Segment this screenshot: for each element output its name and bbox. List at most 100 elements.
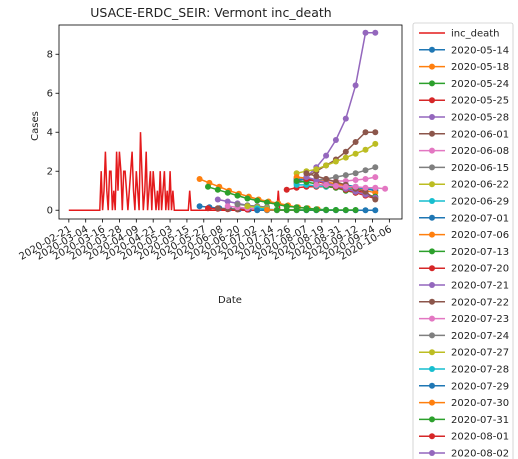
legend: inc_death 2020-05-14 2020-05-18 2020-05-24 2… xyxy=(412,22,514,459)
data-point-2020-07-01 xyxy=(372,207,379,214)
data-point-2020-05-24 xyxy=(254,197,261,204)
data-point-2020-07-24 xyxy=(372,164,379,171)
data-point-2020-07-27 xyxy=(372,140,379,147)
legend-marker-2020-08-02 xyxy=(429,450,435,456)
legend-marker-2020-07-06 xyxy=(429,231,435,238)
data-point-2020-05-14 xyxy=(196,203,203,210)
data-point-2020-07-22 xyxy=(372,129,379,136)
legend-marker-2020-05-28 xyxy=(429,114,435,120)
data-point-2020-07-21 xyxy=(372,29,379,36)
legend-marker-2020-07-27 xyxy=(429,349,435,356)
data-point-2020-07-27 xyxy=(313,166,320,173)
data-point-2020-07-31 xyxy=(293,178,300,184)
data-point-2020-08-03 xyxy=(303,170,310,177)
legend-label-2020-06-08: 2020-06-08 xyxy=(451,146,509,157)
legend-marker-2020-07-13 xyxy=(429,248,435,255)
data-point-2020-08-10 xyxy=(362,184,369,191)
data-point-2020-05-24 xyxy=(205,183,211,190)
data-point-2020-07-21 xyxy=(323,152,330,159)
data-point-2020-06-08 xyxy=(224,203,231,210)
data-point-2020-05-24 xyxy=(244,195,251,202)
legend-label-2020-07-31: 2020-07-31 xyxy=(451,415,509,426)
data-point-2020-06-15 xyxy=(234,201,241,208)
legend-marker-2020-07-23 xyxy=(429,315,435,322)
data-point-2020-08-10 xyxy=(352,183,359,190)
data-point-2020-07-13 xyxy=(352,207,359,213)
data-point-2020-07-22 xyxy=(362,129,369,136)
data-point-2020-05-28 xyxy=(214,196,221,203)
legend-marker-2020-06-08 xyxy=(429,147,435,154)
x-axis-label: Date xyxy=(218,295,242,306)
data-point-2020-07-23 xyxy=(352,177,359,183)
plot-area xyxy=(58,24,403,220)
legend-label-2020-07-30: 2020-07-30 xyxy=(451,398,509,409)
data-point-2020-07-24 xyxy=(352,170,359,177)
legend-label-2020-05-18: 2020-05-18 xyxy=(451,62,509,73)
data-point-2020-05-25 xyxy=(205,205,211,212)
data-point-2020-06-01 xyxy=(214,205,221,212)
data-point-2020-08-10 xyxy=(372,184,379,191)
legend-label-2020-05-24: 2020-05-24 xyxy=(451,79,509,90)
legend-marker-2020-07-30 xyxy=(429,399,435,406)
legend-label-2020-07-21: 2020-07-21 xyxy=(451,281,509,292)
legend-marker-2020-06-22 xyxy=(429,181,435,188)
data-point-2020-05-24 xyxy=(234,192,241,199)
data-point-2020-08-03 xyxy=(323,176,330,182)
legend-label-2020-07-28: 2020-07-28 xyxy=(451,365,509,376)
data-point-2020-07-13 xyxy=(273,207,280,213)
legend-marker-2020-05-24 xyxy=(429,80,435,87)
data-point-2020-07-13 xyxy=(293,207,300,213)
data-point-2020-07-22 xyxy=(342,148,349,155)
legend-label-2020-06-29: 2020-06-29 xyxy=(451,197,509,208)
legend-label-2020-07-23: 2020-07-23 xyxy=(451,314,509,325)
data-point-2020-07-27 xyxy=(362,146,369,153)
y-tick-label: 4 xyxy=(47,128,53,139)
data-point-2020-07-13 xyxy=(283,207,290,213)
legend-label-2020-08-01: 2020-08-01 xyxy=(451,432,509,443)
data-point-2020-07-22 xyxy=(352,139,359,145)
legend-marker-2020-08-01 xyxy=(429,433,435,440)
data-point-2020-07-21 xyxy=(352,82,359,89)
legend-label-2020-06-15: 2020-06-15 xyxy=(451,163,509,174)
data-point-2020-07-23 xyxy=(372,174,379,181)
data-point-2020-08-10 xyxy=(332,182,339,189)
y-tick-label: 2 xyxy=(47,167,53,178)
series-group xyxy=(68,29,389,214)
data-point-2020-07-27 xyxy=(332,158,339,165)
y-axis-ticks: 0 2 4 6 8 xyxy=(47,50,59,217)
y-tick-label: 8 xyxy=(47,50,53,61)
data-point-2020-07-13 xyxy=(313,207,320,213)
legend-marker-2020-07-01 xyxy=(429,214,435,221)
data-point-2020-05-24 xyxy=(214,186,221,193)
y-tick-label: 6 xyxy=(47,89,53,100)
data-point-2020-05-24 xyxy=(273,201,280,208)
series-line-inc-death xyxy=(68,132,297,211)
data-point-2020-07-21 xyxy=(332,137,339,143)
legend-label-2020-07-24: 2020-07-24 xyxy=(451,331,509,342)
legend-label-2020-08-02: 2020-08-02 xyxy=(451,449,509,459)
legend-label-2020-05-14: 2020-05-14 xyxy=(451,45,509,56)
data-point-2020-07-24 xyxy=(362,167,369,174)
data-point-2020-07-13 xyxy=(303,207,310,213)
legend-marker-2020-06-29 xyxy=(429,198,435,204)
legend-label-2020-07-20: 2020-07-20 xyxy=(451,264,509,275)
data-point-2020-05-18 xyxy=(196,176,203,182)
series-line-2020-06-08 xyxy=(227,205,258,210)
data-point-2020-05-24 xyxy=(264,199,270,206)
legend-marker-2020-06-01 xyxy=(429,130,435,137)
data-point-2020-08-10 xyxy=(323,181,330,188)
data-point-2020-07-13 xyxy=(342,207,349,213)
data-point-2020-06-22 xyxy=(244,203,251,210)
legend-label-2020-07-06: 2020-07-06 xyxy=(451,230,509,241)
legend-label-2020-07-13: 2020-07-13 xyxy=(451,247,509,258)
data-point-2020-05-24 xyxy=(224,189,231,196)
data-point-2020-05-28 xyxy=(224,198,231,205)
data-point-2020-08-10 xyxy=(342,183,349,190)
data-point-2020-07-01 xyxy=(254,207,261,214)
series-line-2020-06-15 xyxy=(237,203,268,209)
data-point-2020-07-13 xyxy=(332,207,339,213)
legend-marker-2020-07-24 xyxy=(429,332,435,339)
legend-marker-2020-07-28 xyxy=(429,366,435,372)
legend-label-2020-06-01: 2020-06-01 xyxy=(451,129,509,140)
data-point-2020-07-01 xyxy=(362,207,369,214)
